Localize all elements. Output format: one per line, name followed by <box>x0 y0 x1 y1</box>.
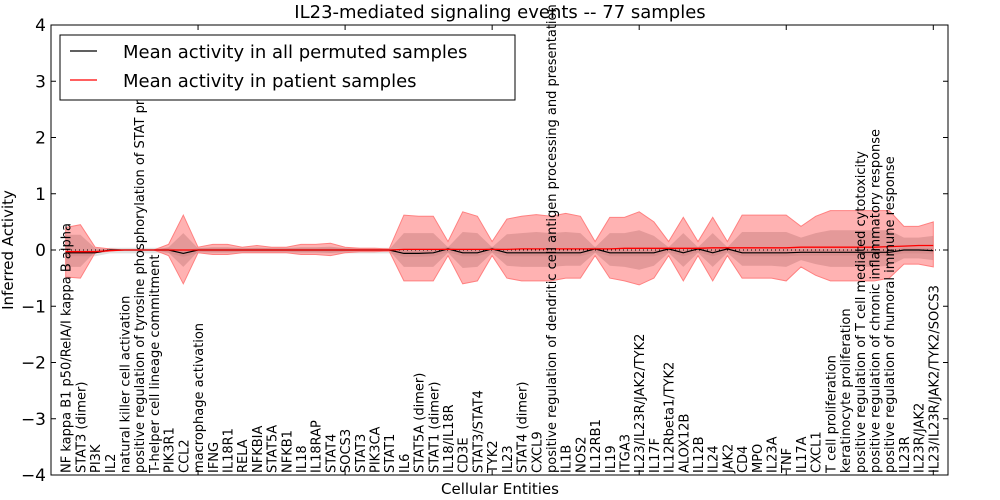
x-category-label: SOCS3 <box>339 429 354 473</box>
x-category-label: CD4 <box>736 446 751 473</box>
y-axis-label: Inferred Activity <box>0 190 17 310</box>
x-category-label: PI3K <box>89 444 104 473</box>
x-category-label: JAK2 <box>721 444 736 474</box>
x-tick-labels: NF kappa B1 p50/RelA/I kappa B alpha STAT… <box>60 4 943 474</box>
x-category-label: PIK3CA <box>369 426 384 473</box>
x-category-label: natural killer cell activation <box>119 296 134 473</box>
x-category-label: IL2 <box>104 454 119 473</box>
x-category-label: IL12B <box>692 436 707 473</box>
x-category-label: positive regulation of T cell mediated c… <box>854 151 869 473</box>
x-category-label: IL12RB1 <box>589 419 604 473</box>
x-category-label: STAT3/STAT4 <box>471 390 486 473</box>
x-category-label: keratinocyte proliferation <box>839 308 854 473</box>
x-category-label: IL23R <box>898 436 913 473</box>
y-tick-label: −3 <box>21 410 46 430</box>
x-category-label: positive regulation of dendritic cell an… <box>545 4 560 473</box>
x-category-label: macrophage activation <box>192 323 207 473</box>
x-category-label: CCL2 <box>177 439 192 473</box>
x-category-label: RELA <box>236 439 251 473</box>
y-tick-label: −4 <box>21 466 46 486</box>
x-category-label: IL19 <box>604 445 619 473</box>
x-category-label: ITGA3 <box>619 434 634 473</box>
x-category-label: NF kappa B1 p50/RelA/I kappa B alpha <box>60 223 75 473</box>
y-tick-label: 0 <box>35 241 46 261</box>
x-category-label: IL1B <box>560 445 575 473</box>
x-category-label: IL17F <box>648 438 663 473</box>
x-category-label: MPO <box>751 444 766 473</box>
x-category-label: IFNG <box>207 442 222 473</box>
x-category-label: IL6 <box>398 454 413 473</box>
x-category-label: positive regulation of tyrosine phosphor… <box>133 67 148 473</box>
x-category-label: positive regulation of humoral immune re… <box>883 156 898 473</box>
y-ticks: −4 −3 −2 −1 0 1 2 3 4 <box>21 16 948 486</box>
x-category-label: IL18R1 <box>222 428 237 473</box>
x-category-label: IL23/IL23R/JAK2/TYK2/SOCS3 <box>927 285 942 473</box>
y-tick-label: 3 <box>35 72 46 92</box>
x-category-label: STAT5A (dimer) <box>413 373 428 473</box>
y-tick-label: −2 <box>21 354 46 374</box>
lines-layer <box>51 244 948 255</box>
x-category-label: ALOX12B <box>677 414 692 473</box>
x-category-label: STAT3 <box>354 434 369 473</box>
x-category-label: PIK3R1 <box>163 427 178 473</box>
x-category-label: CXCL9 <box>530 431 545 473</box>
x-category-label: STAT5A <box>266 425 281 473</box>
patient-outer-band <box>65 210 934 286</box>
x-category-label: IL23A <box>766 436 781 473</box>
x-category-label: STAT4 <box>324 434 339 473</box>
x-category-label: STAT3 (dimer) <box>74 382 89 473</box>
x-category-label: CD3E <box>457 437 472 473</box>
legend-label-permuted: Mean activity in all permuted samples <box>123 42 467 63</box>
y-tick-label: 4 <box>35 16 46 36</box>
y-tick-label: −1 <box>21 297 46 317</box>
x-ticks <box>197 25 934 475</box>
patient-mean-line <box>65 244 934 253</box>
y-tick-label: 2 <box>35 129 46 149</box>
x-category-label: IL24 <box>707 445 722 473</box>
legend-label-patient: Mean activity in patient samples <box>123 71 417 92</box>
x-category-label: T cell proliferation <box>824 355 839 474</box>
legend: Mean activity in all permuted samples Me… <box>59 34 516 101</box>
x-category-label: T-helper cell lineage commitment <box>148 255 163 474</box>
legend-box <box>59 34 516 101</box>
x-category-label: STAT4 (dimer) <box>516 382 531 473</box>
x-category-label: IL18RAP <box>310 420 325 473</box>
x-category-label: NFKB1 <box>280 430 295 473</box>
x-category-label: IL12Rbeta1/TYK2 <box>663 362 678 473</box>
x-axis-label: Cellular Entities <box>441 480 559 498</box>
x-category-label: IL17A <box>795 436 810 473</box>
x-category-label: STAT1 <box>383 434 398 473</box>
x-category-label: IL18/IL18R <box>442 404 457 473</box>
chart-title: IL23-mediated signaling events -- 77 sam… <box>294 2 705 23</box>
x-category-label: IL23 <box>501 445 516 473</box>
x-category-label: NFKBIA <box>251 426 266 473</box>
x-category-label: IL23R/JAK2 <box>913 403 928 473</box>
x-category-label: positive regulation of chronic inflammat… <box>869 129 884 473</box>
x-category-label: NOS2 <box>574 437 589 473</box>
x-category-label: STAT1 (dimer) <box>427 382 442 473</box>
x-category-label: CXCL1 <box>810 431 825 473</box>
x-category-label: TNF <box>780 448 795 474</box>
x-category-label: TYK2 <box>486 440 501 474</box>
x-category-label: IL23/IL23R/JAK2/TYK2 <box>633 334 648 473</box>
x-category-label: IL18 <box>295 445 310 473</box>
y-tick-label: 1 <box>35 185 46 205</box>
